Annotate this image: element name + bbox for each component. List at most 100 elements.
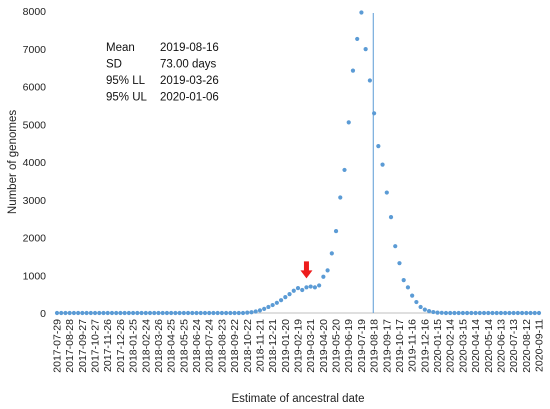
data-point <box>147 310 153 316</box>
data-point <box>131 310 136 316</box>
data-point <box>274 300 279 305</box>
x-tick-label: 2018-05-25 <box>178 319 190 373</box>
data-points <box>54 10 542 316</box>
data-point <box>228 310 233 316</box>
x-tick-label: 2017-08-28 <box>64 319 76 373</box>
x-tick-label: 2017-09-27 <box>77 319 89 373</box>
data-point <box>169 310 174 316</box>
stat-value: 73.00 days <box>160 59 217 71</box>
data-point <box>515 310 520 316</box>
x-tick-label: 2019-04-20 <box>318 319 330 373</box>
data-point <box>92 310 98 316</box>
data-point <box>177 310 182 316</box>
data-point <box>118 310 123 316</box>
data-point <box>312 285 318 290</box>
data-point <box>519 310 525 316</box>
x-tick-label: 2019-03-21 <box>305 319 317 373</box>
data-point <box>215 310 220 316</box>
stat-label: 95% LL <box>106 75 146 87</box>
data-point <box>219 310 224 316</box>
data-point <box>465 310 470 316</box>
data-point <box>490 310 495 316</box>
data-point <box>325 268 330 273</box>
data-point <box>355 36 360 42</box>
y-tick-label: 4000 <box>23 157 47 169</box>
data-point <box>494 310 499 316</box>
data-point <box>317 283 322 288</box>
data-point <box>422 307 427 312</box>
data-point <box>126 310 131 316</box>
x-axis-title: Estimate of ancestral date <box>232 393 365 405</box>
stat-label: 95% UL <box>106 92 148 104</box>
data-point <box>257 308 263 313</box>
x-tick-label: 2018-06-24 <box>191 319 203 373</box>
x-tick-label: 2018-12-21 <box>267 319 279 373</box>
y-tick-label: 8000 <box>23 6 47 18</box>
data-point <box>524 310 529 316</box>
data-point <box>109 310 115 316</box>
data-point <box>511 310 516 316</box>
data-point <box>469 310 474 316</box>
x-tick-label: 2019-06-19 <box>343 319 355 373</box>
stat-label: Mean <box>106 42 135 54</box>
data-point <box>114 310 119 316</box>
y-tick-label: 0 <box>40 308 46 320</box>
data-point <box>240 310 246 316</box>
data-point <box>173 310 178 316</box>
data-point <box>198 310 203 316</box>
data-point <box>329 251 334 256</box>
data-point <box>439 310 444 315</box>
data-point <box>528 310 533 316</box>
data-point <box>262 306 267 311</box>
data-point <box>283 295 288 300</box>
data-point <box>295 285 301 291</box>
x-tick-label: 2018-11-21 <box>254 319 266 372</box>
data-point <box>363 47 368 52</box>
data-point <box>418 304 423 310</box>
x-tick-label: 2019-01-20 <box>280 319 292 373</box>
x-tick-label: 2020-08-12 <box>521 319 533 373</box>
stat-label: SD <box>106 59 122 71</box>
x-tick-label: 2017-10-27 <box>90 319 102 373</box>
data-point <box>249 310 254 315</box>
x-tick-label: 2019-07-19 <box>356 319 368 373</box>
data-point <box>431 309 436 315</box>
data-point <box>287 292 292 297</box>
data-point <box>414 299 419 305</box>
data-point <box>270 302 275 308</box>
data-point <box>122 310 127 316</box>
data-point <box>342 167 347 173</box>
data-point <box>84 310 89 316</box>
y-tick-label: 2000 <box>23 233 47 245</box>
data-point <box>67 310 72 316</box>
x-tick-label: 2020-04-14 <box>470 319 482 373</box>
data-point <box>456 310 461 316</box>
data-point <box>71 310 77 316</box>
stat-value: 2020-01-06 <box>160 92 219 104</box>
y-tick-label: 6000 <box>23 82 47 94</box>
data-point <box>190 310 195 316</box>
data-point <box>367 78 372 83</box>
data-point <box>160 310 165 316</box>
data-point <box>164 310 170 316</box>
x-tick-label: 2017-07-29 <box>52 319 64 373</box>
data-point <box>105 310 110 316</box>
x-tick-label: 2018-03-26 <box>153 319 165 373</box>
data-point <box>410 293 415 298</box>
data-point <box>304 285 309 290</box>
data-point <box>405 285 411 290</box>
data-point <box>448 310 453 316</box>
data-point <box>135 310 140 316</box>
data-point <box>156 310 161 316</box>
x-tick-label: 2018-01-25 <box>128 319 140 373</box>
x-tick-label: 2019-02-19 <box>293 319 305 373</box>
x-tick-label: 2019-12-16 <box>419 319 431 373</box>
x-axis-tick-labels: 2017-07-29 2017-08-28 2017-09-27 2017-10-27… <box>52 319 546 373</box>
data-point <box>426 309 432 314</box>
data-point <box>278 298 284 303</box>
data-point <box>350 68 356 73</box>
data-point <box>338 195 343 200</box>
stats-box: Mean 2019-08-16 SD 73.00 days 95% LL 2019-03-… <box>106 42 219 104</box>
data-point <box>498 310 504 316</box>
data-point <box>393 244 398 249</box>
